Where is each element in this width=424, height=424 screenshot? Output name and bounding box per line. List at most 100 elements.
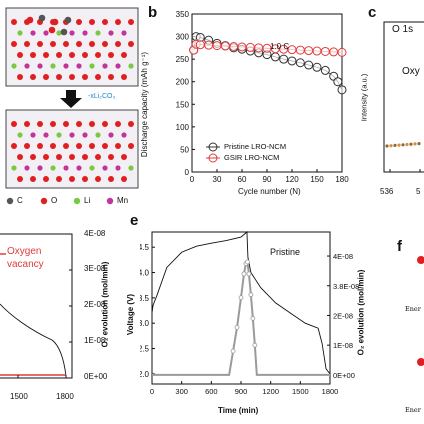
panel-e-letter: e (130, 212, 139, 229)
lattice-atom (24, 143, 30, 149)
e-ytick-label: 2.0 (140, 370, 150, 379)
c-data-point (393, 143, 397, 147)
lattice-atom (11, 63, 17, 69)
b-data-point (320, 46, 330, 56)
lattice-atom (89, 143, 95, 149)
lattice-atom (82, 154, 88, 160)
panel-f-letter: f (397, 238, 402, 255)
e-o2-point (238, 295, 244, 301)
lattice-atom (56, 52, 62, 58)
b-xtick-label: 60 (238, 175, 247, 184)
panel-d-rtick-4: 0E+00 (84, 372, 108, 381)
lattice-atom (11, 143, 17, 149)
b-data-point (195, 40, 205, 50)
legend-gsir: GSIR LRO-NCM (224, 153, 280, 162)
lattice-atom (95, 154, 101, 160)
b-xtick-label: 150 (310, 175, 324, 184)
b-ytick-label: 0 (185, 168, 190, 177)
legend-label-li: Li (84, 196, 91, 205)
b-data-point (287, 45, 297, 55)
lattice-atom (76, 121, 82, 127)
lattice-atom (76, 63, 82, 69)
b-data-point (270, 52, 280, 62)
panel-d-rtick-2: 2E-08 (84, 300, 106, 309)
b-data-point (220, 41, 230, 51)
lattice-atom (63, 63, 69, 69)
panel-a-schematic (5, 7, 139, 205)
surface-atom (38, 14, 46, 22)
lattice-atom (76, 143, 82, 149)
lattice-atom (30, 52, 36, 58)
panel-d-legend-vacancy: vacancy (7, 259, 44, 270)
lattice-atom (11, 165, 17, 171)
lattice-atom (37, 143, 43, 149)
panel-f-atom-2 (417, 358, 424, 366)
panel-c-ylabel: Intensity (a.u.) (359, 73, 369, 122)
e-o2-curve (152, 259, 330, 376)
lattice-atom (69, 30, 75, 36)
lattice-atom (102, 121, 108, 127)
lattice-atom (89, 121, 95, 127)
lattice-atom (43, 132, 49, 138)
lattice-atom (69, 132, 75, 138)
lattice-atom (50, 121, 56, 127)
lattice-atom (56, 154, 62, 160)
b-data-point (337, 85, 347, 95)
lattice-atom (37, 41, 43, 47)
e-xtick-label: 1800 (322, 387, 339, 396)
lattice-atom (102, 63, 108, 69)
panel-d-xtick-1800: 1800 (56, 392, 74, 401)
lattice-atom (63, 41, 69, 47)
e-o2-point (248, 292, 254, 298)
lattice-atom (95, 176, 101, 182)
lattice-atom (11, 19, 17, 25)
b-data-point (254, 43, 264, 53)
e-ytick-label: 3.0 (140, 319, 150, 328)
lattice-atom (24, 41, 30, 47)
lattice-atom (115, 121, 121, 127)
panel-b-rate: 1.0 C (270, 42, 290, 51)
lattice-atom (121, 176, 127, 182)
b-data-point (333, 77, 343, 87)
b-data-point (229, 42, 239, 52)
lattice-atom (82, 52, 88, 58)
lattice-atom (115, 143, 121, 149)
b-xtick-label: 30 (213, 175, 222, 184)
e-o2-point (252, 342, 258, 348)
b-data-point (204, 40, 214, 50)
lattice-atom (37, 121, 43, 127)
panel-f-text-1: Ener (405, 305, 421, 313)
e-ytick-label: 4.0 (140, 269, 150, 278)
b-ytick-label: 300 (176, 33, 190, 42)
lattice-atom (69, 176, 75, 182)
lattice-atom (121, 74, 127, 80)
lattice-atom (56, 176, 62, 182)
b-data-point (287, 56, 297, 66)
lattice-atom (76, 41, 82, 47)
panel-d-legend-oxygen: Oxygen (7, 246, 42, 257)
lattice-atom (95, 132, 101, 138)
b-ytick-label: 150 (176, 100, 190, 109)
c-data-point (389, 144, 393, 148)
lattice-atom (30, 74, 36, 80)
legend-dot-c (6, 197, 14, 205)
b-data-point (212, 41, 222, 51)
panel-c-frame (383, 21, 424, 173)
b-xtick-label: 120 (285, 175, 299, 184)
lattice-atom (128, 19, 134, 25)
c-data-point (413, 142, 417, 146)
lattice-atom (121, 132, 127, 138)
lattice-atom (82, 74, 88, 80)
lattice-atom (30, 176, 36, 182)
lattice-atom (82, 30, 88, 36)
panel-e-xlabel: Time (min) (218, 406, 259, 415)
b-ytick-label: 100 (176, 123, 190, 132)
lattice-atom (108, 30, 114, 36)
b-data-point (312, 46, 322, 56)
lattice-atom (128, 121, 134, 127)
e-rtick-label: 3.8E-08 (333, 282, 359, 291)
panel-d-rtick-0: 4E-08 (84, 229, 106, 238)
lattice-atom (115, 41, 121, 47)
lattice-atom (108, 154, 114, 160)
lattice-atom (56, 132, 62, 138)
